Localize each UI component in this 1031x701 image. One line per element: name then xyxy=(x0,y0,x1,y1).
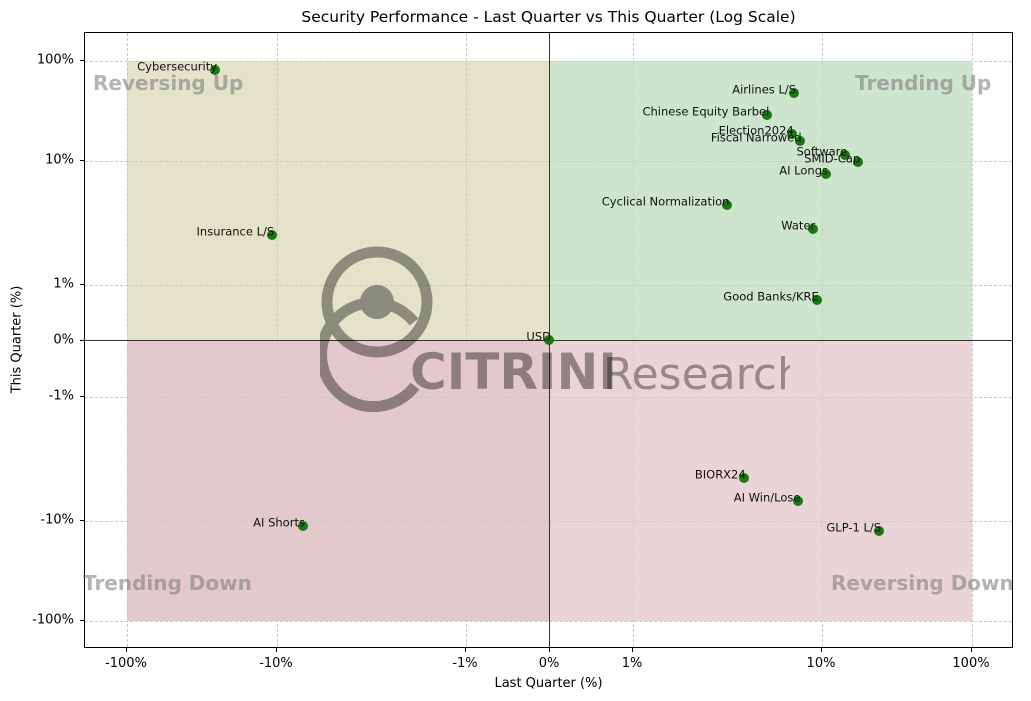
y-tick-label: 100% xyxy=(36,52,74,68)
data-point[interactable] xyxy=(811,295,822,306)
data-point[interactable] xyxy=(297,521,308,532)
data-point[interactable] xyxy=(738,473,749,484)
x-tick-label: 100% xyxy=(952,656,990,671)
data-point[interactable] xyxy=(808,223,819,234)
data-point-label: AI Shorts xyxy=(253,515,305,530)
data-point[interactable] xyxy=(853,157,864,168)
data-point-label: Chinese Equity Barbel xyxy=(642,104,770,119)
x-tick-label: 1% xyxy=(621,656,643,671)
gridline-horizontal xyxy=(85,61,1012,62)
gridline-horizontal xyxy=(85,621,1012,622)
x-tick-mark xyxy=(821,648,822,652)
y-tick-label: -1% xyxy=(48,388,74,404)
data-point[interactable] xyxy=(789,87,800,98)
data-point[interactable] xyxy=(794,135,805,146)
x-tick-label: 10% xyxy=(806,656,836,671)
data-point[interactable] xyxy=(762,109,773,120)
y-tick-mark xyxy=(80,520,84,521)
data-point-label: AI Longs xyxy=(779,163,828,178)
data-point-label: Cyclical Normalization xyxy=(601,195,730,210)
x-tick-label: 0% xyxy=(538,656,560,671)
data-point-label: Election2024 xyxy=(718,123,794,138)
data-point-label: Insurance L/S xyxy=(196,224,275,239)
data-point[interactable] xyxy=(874,526,885,537)
data-point-label: Water xyxy=(781,218,816,233)
data-point-label: Good Banks/KRE xyxy=(723,289,819,304)
data-point-label: Fiscal Narrowed xyxy=(710,130,802,145)
data-point[interactable] xyxy=(210,65,221,76)
label-reversing-down: Reversing Down xyxy=(831,571,1014,595)
label-trending-down: Trending Down xyxy=(83,571,252,595)
x-tick-label: -10% xyxy=(259,656,293,671)
data-point[interactable] xyxy=(786,128,797,139)
gridline-horizontal xyxy=(85,161,1012,162)
x-tick-label: -100% xyxy=(105,656,147,671)
gridline-horizontal xyxy=(85,285,1012,286)
x-tick-mark xyxy=(632,648,633,652)
data-point[interactable] xyxy=(722,200,733,211)
quadrant-trending-up xyxy=(550,61,972,341)
y-tick-mark xyxy=(80,60,84,61)
data-point[interactable] xyxy=(793,495,804,506)
y-tick-label: 0% xyxy=(53,332,74,348)
data-point[interactable] xyxy=(267,229,278,240)
y-tick-label: -10% xyxy=(40,512,74,528)
y-tick-mark xyxy=(80,284,84,285)
y-tick-mark xyxy=(80,160,84,161)
y-tick-mark xyxy=(80,396,84,397)
plot-area xyxy=(84,32,1013,648)
x-tick-mark xyxy=(276,648,277,652)
data-point-label: GLP-1 L/S xyxy=(826,520,882,535)
x-axis-label: Last Quarter (%) xyxy=(494,676,603,691)
data-point-label: Cybersecurity xyxy=(137,59,218,74)
data-point[interactable] xyxy=(840,150,851,161)
label-trending-up: Trending Up xyxy=(855,71,992,95)
gridline-horizontal xyxy=(85,521,1012,522)
chart-title: Security Performance - Last Quarter vs T… xyxy=(301,8,796,26)
y-tick-mark xyxy=(80,340,84,341)
y-tick-mark xyxy=(80,620,84,621)
data-point-label: SMID-Cap xyxy=(804,151,861,166)
x-tick-mark xyxy=(126,648,127,652)
quadrant-reversing-up xyxy=(127,61,550,341)
y-tick-label: 10% xyxy=(45,152,74,168)
quadrant-trending-down xyxy=(127,341,550,621)
label-reversing-up: Reversing Up xyxy=(93,71,244,95)
y-tick-label: 1% xyxy=(53,276,74,292)
data-point-label: Airlines L/S xyxy=(732,82,797,97)
data-point[interactable] xyxy=(544,335,554,345)
x-tick-label: -1% xyxy=(452,656,478,671)
data-point-label: BIORX24 xyxy=(694,467,746,482)
x-tick-mark xyxy=(971,648,972,652)
gridline-horizontal xyxy=(85,397,1012,398)
x-tick-mark xyxy=(465,648,466,652)
y-tick-label: -100% xyxy=(32,612,74,628)
data-point-label: AI Win/Lose xyxy=(733,490,801,505)
data-point-label: Software xyxy=(796,144,848,159)
quadrant-reversing-down xyxy=(550,341,972,621)
data-point[interactable] xyxy=(821,169,831,180)
data-point-label: USD xyxy=(526,329,551,344)
x-tick-mark xyxy=(549,648,550,652)
